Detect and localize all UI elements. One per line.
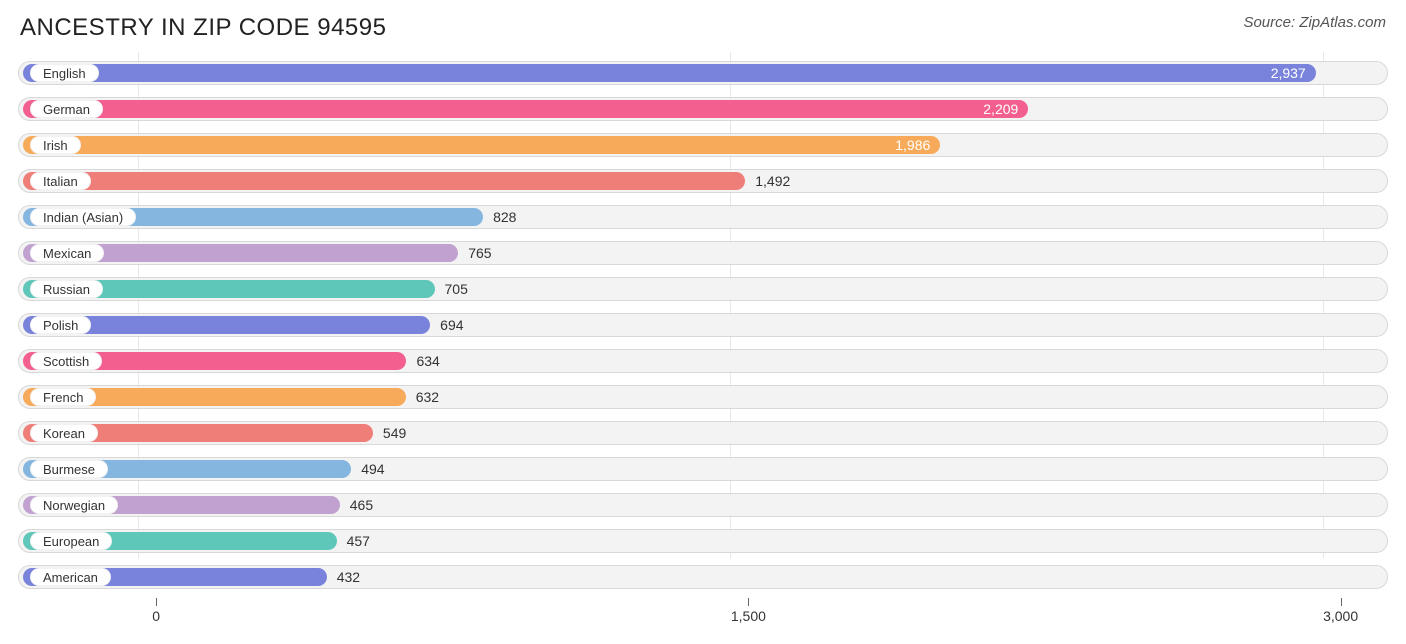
axis-tick [156,598,157,606]
bar-fill [23,172,745,190]
value-label: 465 [344,490,373,520]
bar-row: American 432 [18,562,1388,592]
axis-tick-label: 3,000 [1323,608,1358,624]
value-label: 2,209 [23,94,1028,124]
bar-row: Italian 1,492 [18,166,1388,196]
bar-row: French 632 [18,382,1388,412]
chart-area: English2,937 German2,209 Irish1,986 Italian… [0,52,1406,592]
category-pill: American [30,568,111,586]
category-pill: Polish [30,316,91,334]
category-pill: Indian (Asian) [30,208,136,226]
value-label: 694 [434,310,463,340]
value-label: 705 [439,274,468,304]
value-label: 549 [377,418,406,448]
axis-tick [748,598,749,606]
value-label: 2,937 [23,58,1316,88]
bar-row: Burmese 494 [18,454,1388,484]
value-label: 494 [355,454,384,484]
bar-row: Korean 549 [18,418,1388,448]
category-pill: Norwegian [30,496,118,514]
axis-tick-label: 0 [152,608,160,624]
value-label: 634 [410,346,439,376]
bar-row: English2,937 [18,58,1388,88]
axis-tick [1341,598,1342,606]
bar-row: European 457 [18,526,1388,556]
x-axis: 0 1,500 3,000 [18,598,1388,632]
category-pill: Mexican [30,244,104,262]
bar-row: Irish1,986 [18,130,1388,160]
bar-row: German2,209 [18,94,1388,124]
value-label: 632 [410,382,439,412]
value-label: 457 [341,526,370,556]
bar-row: Polish 694 [18,310,1388,340]
category-pill: Russian [30,280,103,298]
category-pill: Burmese [30,460,108,478]
bar-row: Indian (Asian) 828 [18,202,1388,232]
axis-tick-label: 1,500 [731,608,766,624]
category-pill: Scottish [30,352,102,370]
category-pill: Korean [30,424,98,442]
source-attribution: Source: ZipAtlas.com [1243,14,1386,31]
bar-row: Mexican 765 [18,238,1388,268]
category-pill: Italian [30,172,91,190]
bar-row: Russian 705 [18,274,1388,304]
value-label: 1,492 [749,166,790,196]
bar-row: Scottish 634 [18,346,1388,376]
chart-title: ANCESTRY IN ZIP CODE 94595 [20,14,386,42]
value-label: 1,986 [23,130,940,160]
value-label: 765 [462,238,491,268]
value-label: 432 [331,562,360,592]
bar-row: Norwegian 465 [18,490,1388,520]
value-label: 828 [487,202,516,232]
category-pill: European [30,532,112,550]
category-pill: French [30,388,96,406]
